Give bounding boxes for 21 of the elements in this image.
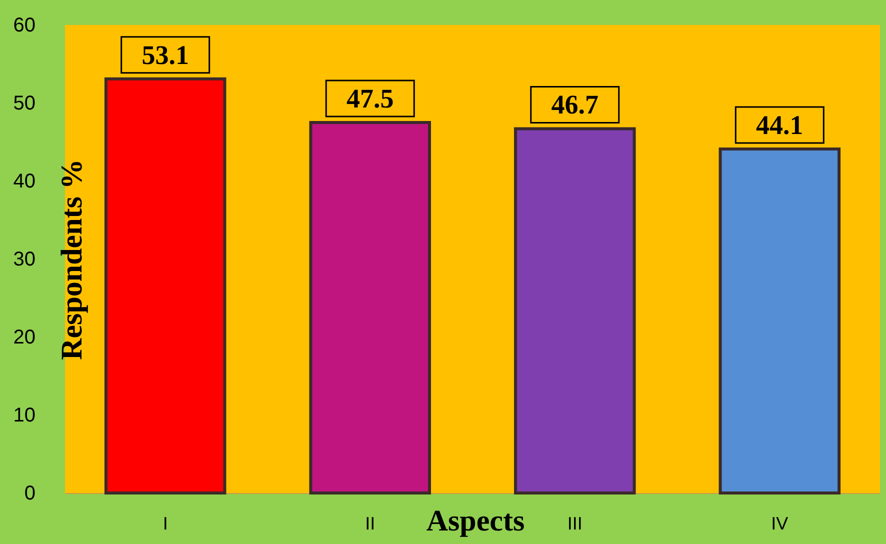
bar <box>718 148 841 494</box>
y-tick-label: 60 <box>13 14 36 36</box>
y-tick-label: 20 <box>13 326 36 348</box>
y-tick-label: 0 <box>24 482 36 504</box>
bar <box>514 127 636 494</box>
data-label: 44.1 <box>756 110 804 140</box>
bar <box>309 121 431 494</box>
y-tick-label: 30 <box>13 248 36 270</box>
y-tick-label: 10 <box>13 404 36 426</box>
x-axis-title: Aspects <box>426 504 525 538</box>
x-tick-label: IV <box>771 514 788 534</box>
x-tick-label: I <box>162 514 168 534</box>
y-tick-label: 50 <box>13 92 36 114</box>
data-label: 53.1 <box>142 40 189 70</box>
x-tick-label: III <box>567 514 582 534</box>
bar <box>104 77 226 494</box>
y-tick-label: 40 <box>13 170 36 192</box>
x-tick-label: II <box>365 514 376 534</box>
data-label: 47.5 <box>346 84 394 114</box>
y-axis-title: Respondents % <box>56 159 88 360</box>
data-label: 46.7 <box>551 90 599 120</box>
